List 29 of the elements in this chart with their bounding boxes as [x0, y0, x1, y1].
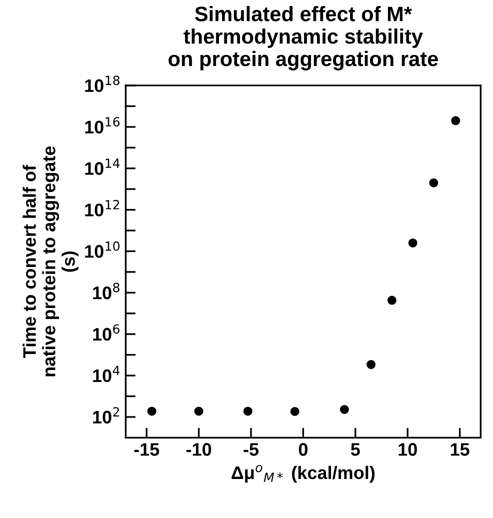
- x-tick-label: 0: [298, 443, 308, 456]
- y-tick-label: 10$^{10}$: [85, 241, 120, 258]
- y-tick-label: 10$^{2}$: [93, 407, 119, 424]
- point: [408, 238, 418, 248]
- point: [290, 406, 300, 416]
- point: [387, 296, 396, 305]
- x-tick-label: 15: [450, 443, 470, 456]
- y-tick-label: 10$^{8}$: [93, 282, 120, 300]
- chart-title: Simulated effect of M* thermodynamic stability on protein aggregation rate: [168, 6, 438, 70]
- y-tick-label: 10$^{4}$: [93, 366, 120, 382]
- y-tick-label: 10$^{18}$: [85, 76, 120, 92]
- y-tick-label: 10$^{6}$: [93, 324, 120, 341]
- x-tick-label: -10: [186, 443, 212, 456]
- x-tick-label: -15: [134, 443, 160, 456]
- x-tick-label: -5: [244, 443, 259, 456]
- x-tick-label: 5: [350, 443, 360, 456]
- point: [429, 178, 438, 188]
- y-axis-title: Time to convert half of native protein to aggregate (s): [22, 146, 78, 376]
- point: [147, 406, 156, 416]
- point: [243, 406, 252, 416]
- y-tick-label: 10$^{14}$: [85, 158, 120, 175]
- point: [366, 360, 376, 370]
- point: [451, 116, 460, 126]
- point: [340, 404, 349, 414]
- x-axis-title: Δμ$^{o}$$_{M*}$ (kcal/mol): [232, 464, 375, 483]
- y-tick-label: 10$^{12}$: [85, 200, 120, 216]
- point: [194, 406, 204, 416]
- x-tick-label: 10: [398, 443, 417, 456]
- y-tick-label: 10$^{16}$: [85, 117, 120, 134]
